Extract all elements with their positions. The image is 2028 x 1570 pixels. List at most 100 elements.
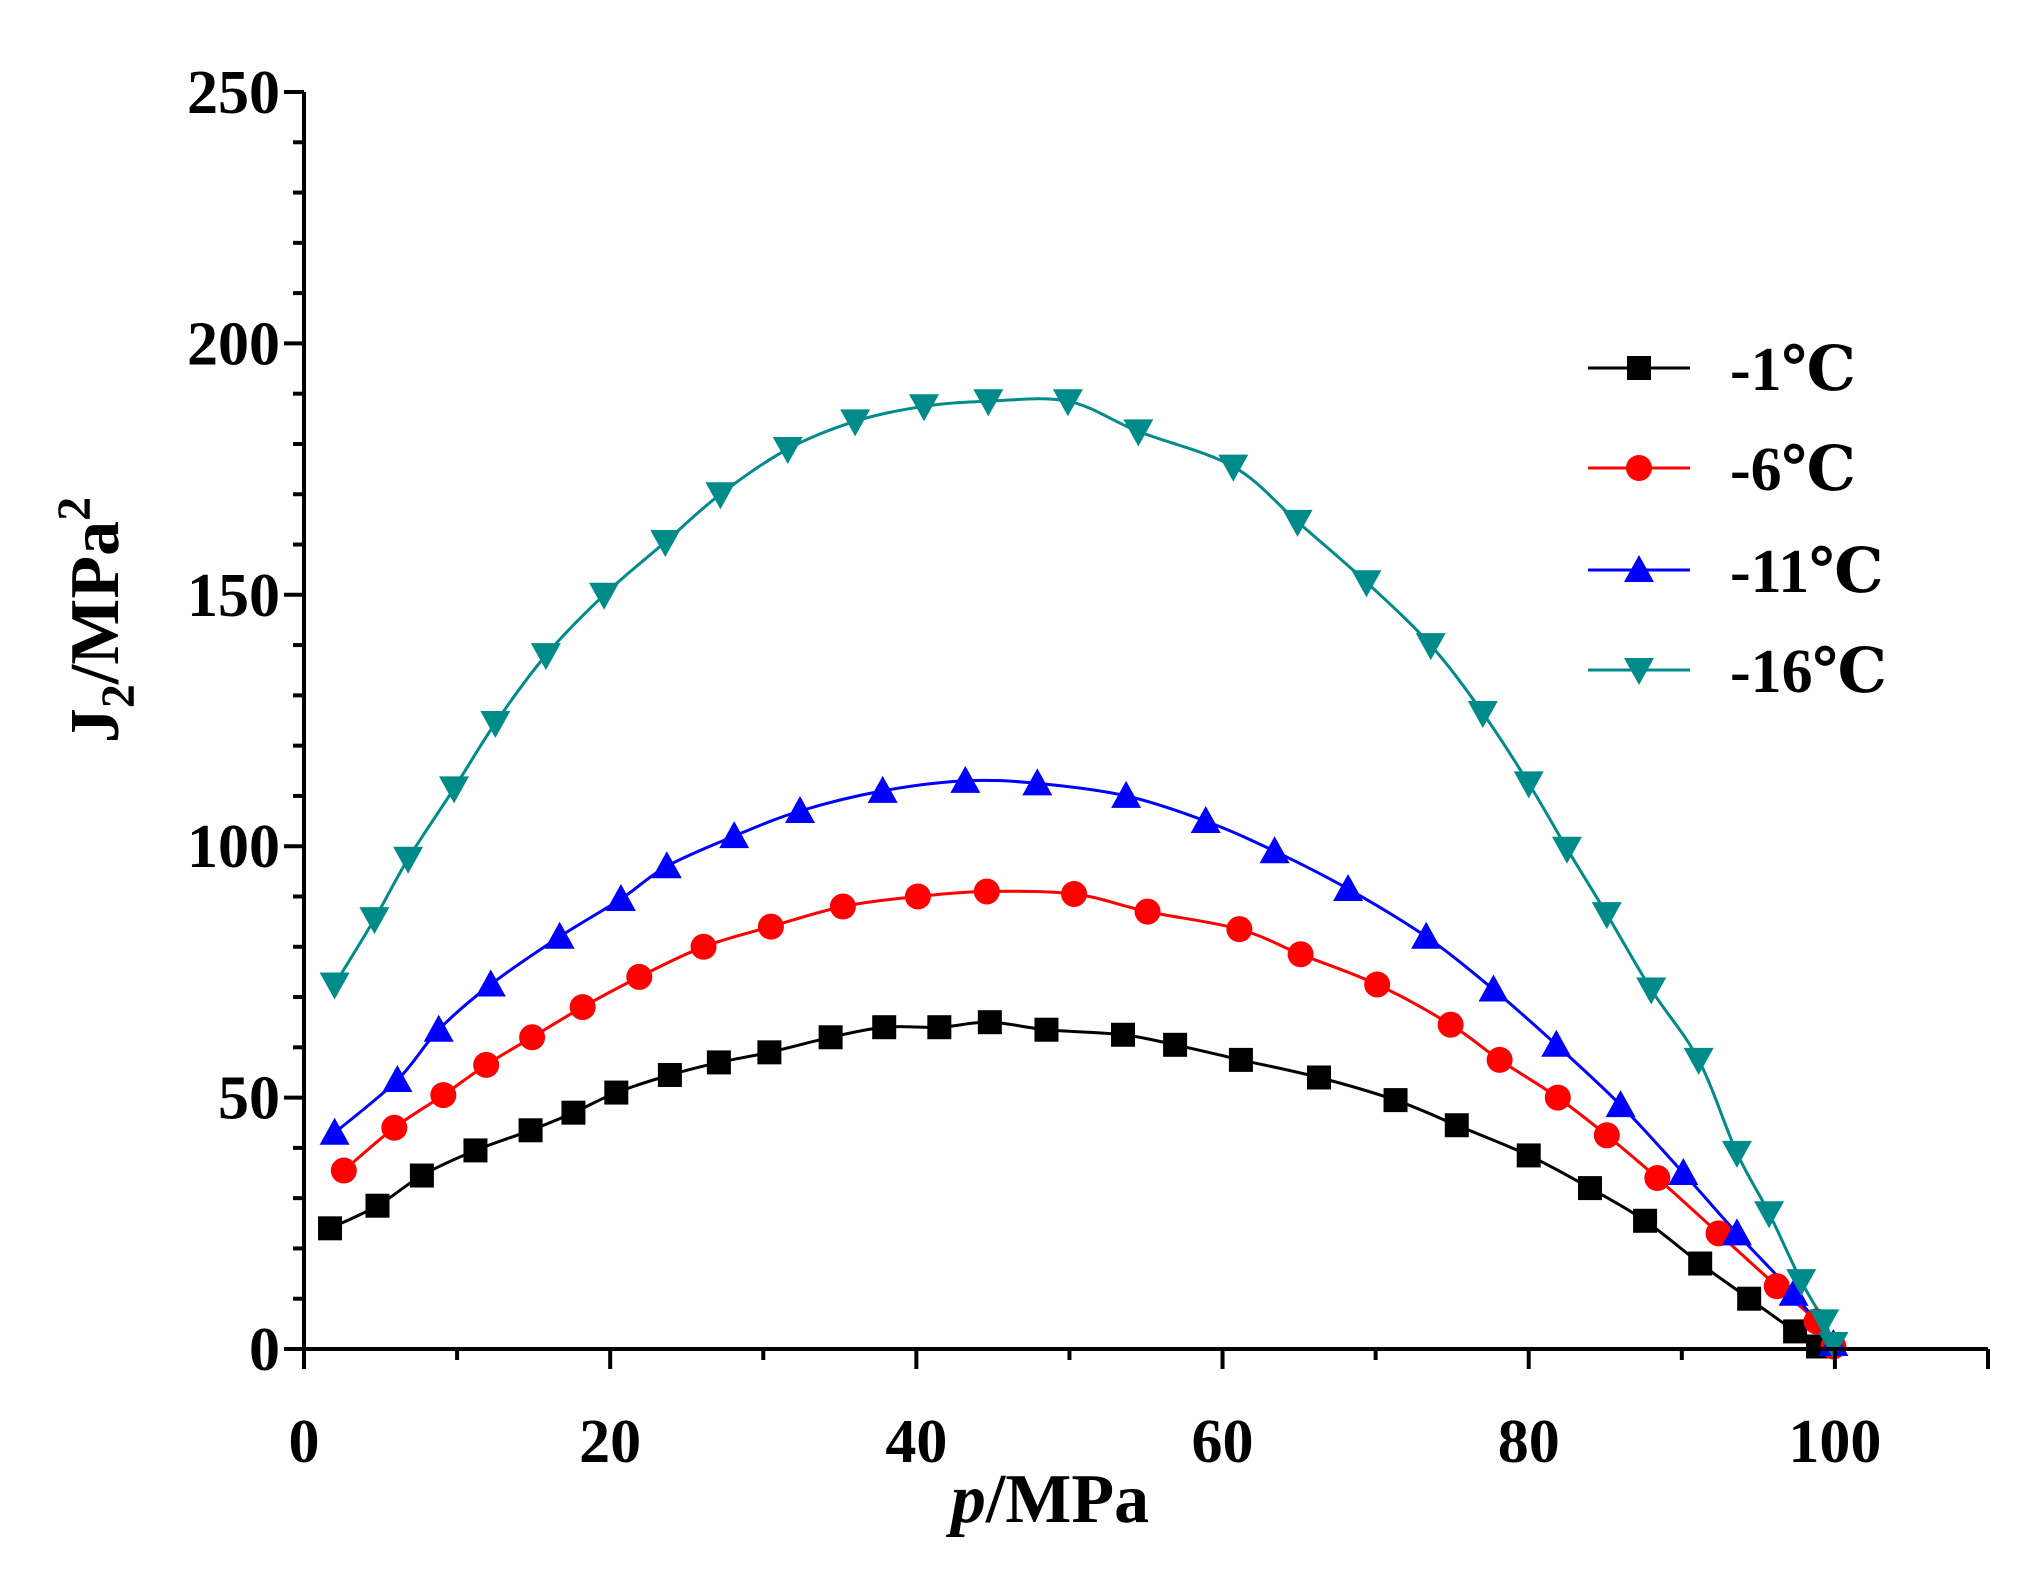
data-point-series-0 <box>1034 1017 1059 1042</box>
data-point-series-1 <box>1544 1084 1571 1111</box>
data-point-series-0 <box>1111 1022 1136 1047</box>
data-point-series-3 <box>393 846 424 874</box>
data-point-series-1 <box>757 913 784 940</box>
data-point-series-3 <box>530 643 561 671</box>
y-axis-label-superscript: 2 <box>48 497 101 521</box>
data-point-series-0 <box>604 1080 629 1105</box>
data-point-series-1 <box>1644 1165 1671 1192</box>
data-point-series-2 <box>319 1117 350 1145</box>
data-point-series-2 <box>950 765 981 793</box>
y-tick-label: 200 <box>187 310 280 378</box>
data-point-series-2 <box>1411 921 1442 949</box>
x-tick-label: 40 <box>885 1408 947 1476</box>
data-point-series-2 <box>1668 1158 1699 1186</box>
data-point-series-0 <box>818 1025 843 1050</box>
data-point-series-1 <box>430 1082 457 1109</box>
data-point-series-2 <box>1778 1278 1809 1306</box>
data-point-series-3 <box>705 482 736 510</box>
x-tick-label: 80 <box>1498 1408 1560 1476</box>
series-line-2 <box>333 778 1835 1345</box>
x-axis-label: p/MPa <box>946 1461 1149 1538</box>
data-point-series-3 <box>1052 389 1083 417</box>
data-point-series-2 <box>382 1065 413 1093</box>
data-point-series-2 <box>1111 780 1142 808</box>
data-point-series-0 <box>1383 1088 1408 1113</box>
legend-marker <box>1624 658 1654 685</box>
data-point-series-3 <box>840 409 871 437</box>
legend-marker <box>1626 455 1652 481</box>
data-point-series-1 <box>626 963 653 990</box>
data-point-series-3 <box>1513 771 1544 799</box>
data-point-series-0 <box>1444 1113 1469 1138</box>
data-point-series-1 <box>973 878 1000 905</box>
data-point-series-0 <box>872 1015 897 1040</box>
legend-label: -11℃ <box>1730 538 1884 606</box>
data-point-series-2 <box>785 796 816 824</box>
data-point-series-3 <box>1123 419 1154 447</box>
y-tick-label: 150 <box>187 562 280 630</box>
data-point-series-1 <box>1287 941 1314 968</box>
data-point-series-0 <box>927 1015 952 1040</box>
data-point-series-3 <box>1721 1140 1752 1168</box>
data-point-series-3 <box>319 972 350 1000</box>
data-point-series-0 <box>1577 1176 1602 1201</box>
data-point-series-2 <box>544 921 575 949</box>
data-point-series-3 <box>909 394 940 422</box>
data-point-series-0 <box>1737 1286 1762 1311</box>
data-point-series-3 <box>1552 836 1582 864</box>
data-point-series-3 <box>480 711 511 739</box>
legend-label: -16℃ <box>1730 638 1887 706</box>
data-point-series-1 <box>569 994 596 1021</box>
series-markers <box>318 389 1849 1360</box>
data-point-series-2 <box>1022 768 1053 796</box>
data-point-series-1 <box>330 1157 357 1184</box>
legend: -1℃ -6℃ -11℃ -16℃ <box>1588 336 1887 706</box>
data-point-series-1 <box>1134 898 1161 925</box>
data-point-series-1 <box>1437 1011 1464 1038</box>
data-point-series-0 <box>1688 1251 1713 1276</box>
data-point-series-3 <box>1754 1201 1785 1229</box>
data-point-series-3 <box>1591 902 1622 930</box>
data-point-series-1 <box>1226 916 1253 943</box>
data-point-series-2 <box>1541 1029 1572 1057</box>
legend-marker <box>1624 555 1654 582</box>
data-point-series-3 <box>1636 977 1667 1005</box>
data-point-series-3 <box>1683 1047 1714 1075</box>
data-point-series-1 <box>473 1051 500 1078</box>
data-point-series-2 <box>1478 974 1509 1002</box>
data-point-series-0 <box>365 1193 390 1218</box>
legend-label: -6℃ <box>1730 436 1856 504</box>
data-point-series-1 <box>1593 1122 1620 1149</box>
data-point-series-1 <box>381 1114 408 1141</box>
x-tick-label: 0 <box>289 1408 320 1476</box>
data-point-series-0 <box>757 1040 782 1065</box>
x-tick-label: 20 <box>579 1408 641 1476</box>
data-point-series-0 <box>977 1010 1002 1035</box>
data-point-series-1 <box>1061 880 1088 907</box>
data-point-series-0 <box>463 1138 488 1163</box>
data-point-series-2 <box>719 821 750 849</box>
data-point-series-0 <box>1306 1065 1331 1090</box>
data-point-series-3 <box>772 436 803 464</box>
x-tick-label: 60 <box>1192 1408 1254 1476</box>
ticks <box>284 90 1990 1369</box>
data-point-series-3 <box>1282 509 1313 537</box>
data-point-series-2 <box>1333 873 1364 901</box>
data-point-series-2 <box>651 851 682 879</box>
tick-labels: 0 20 40 60 80 100 0 50 100 150 200 250 <box>187 59 1881 1476</box>
data-point-series-3 <box>1351 570 1382 598</box>
data-point-series-1 <box>519 1024 546 1051</box>
data-point-series-0 <box>518 1118 543 1143</box>
data-point-series-1 <box>904 883 931 910</box>
x-axis-label-unit: /MPa <box>985 1461 1149 1538</box>
data-point-series-1 <box>1486 1046 1513 1073</box>
data-point-series-0 <box>657 1062 682 1087</box>
data-point-series-3 <box>650 530 681 558</box>
data-point-series-3 <box>589 582 620 610</box>
data-point-series-2 <box>1259 836 1290 864</box>
data-point-series-3 <box>1786 1269 1817 1297</box>
data-point-series-1 <box>829 893 856 920</box>
data-point-series-3 <box>1818 1331 1849 1359</box>
data-point-series-0 <box>1516 1143 1541 1168</box>
data-point-series-0 <box>1783 1319 1808 1344</box>
